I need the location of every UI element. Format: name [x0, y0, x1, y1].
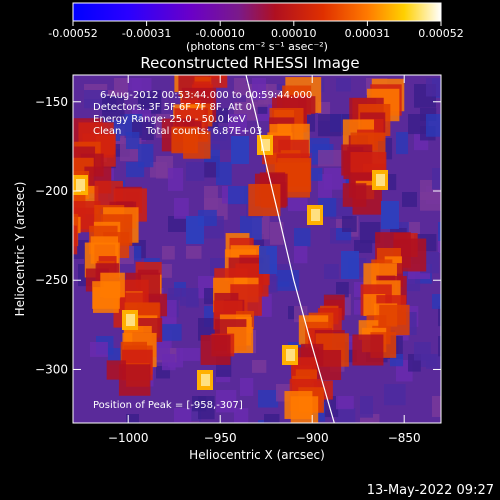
x-tick-label: −850	[388, 431, 421, 445]
colorbar-units: (photons cm⁻² s⁻¹ asec⁻²)	[186, 40, 328, 53]
colorbar-tick-label: 0.00052	[418, 27, 464, 40]
x-tick-label: −950	[204, 431, 237, 445]
x-tick-label: −1000	[108, 431, 149, 445]
detectors-label: Detectors: 3F 5F 6F 7F 8F, Att 0	[93, 102, 252, 113]
y-tick-label: −300	[35, 362, 68, 376]
colorbar-tick-label: -0.00010	[195, 27, 244, 40]
y-tick-label: −250	[35, 273, 68, 287]
colorbar-tick-label: 0.00010	[271, 27, 317, 40]
x-tick-label: −900	[296, 431, 329, 445]
colorbar-tick-label: -0.00031	[122, 27, 171, 40]
time-range-label: 6-Aug-2012 00:53:44.000 to 00:59:44.000	[100, 90, 312, 101]
colorbar-ticks: -0.00052 -0.00031 -0.00010 0.00010 0.00031 0.…	[48, 21, 464, 40]
plot-frame	[72, 74, 442, 424]
y-axis-label: Heliocentric Y (arcsec)	[13, 182, 27, 317]
y-tick-label: −150	[35, 95, 68, 109]
chart-title: Reconstructed RHESSI Image	[140, 54, 359, 72]
x-axis-ticks: −1000 −950 −900 −850	[108, 75, 421, 445]
peak-label: Position of Peak = [-958,-307]	[93, 400, 243, 411]
total-counts-label: Total counts: 6.87E+03	[145, 126, 262, 137]
y-axis-ticks: −150 −200 −250 −300	[35, 95, 441, 376]
heatmap-image	[73, 75, 441, 423]
x-axis-label: Heliocentric X (arcsec)	[189, 448, 325, 462]
colorbar-tick-label: -0.00052	[48, 27, 97, 40]
energy-label: Energy Range: 25.0 - 50.0 keV	[93, 114, 246, 125]
colorbar-tick-label: 0.00031	[345, 27, 391, 40]
clean-label: Clean	[93, 126, 121, 137]
y-tick-label: −200	[35, 184, 68, 198]
footer-date: 13-May-2022 09:27	[367, 483, 494, 498]
limb-curve	[245, 75, 335, 423]
colorbar	[72, 2, 442, 22]
